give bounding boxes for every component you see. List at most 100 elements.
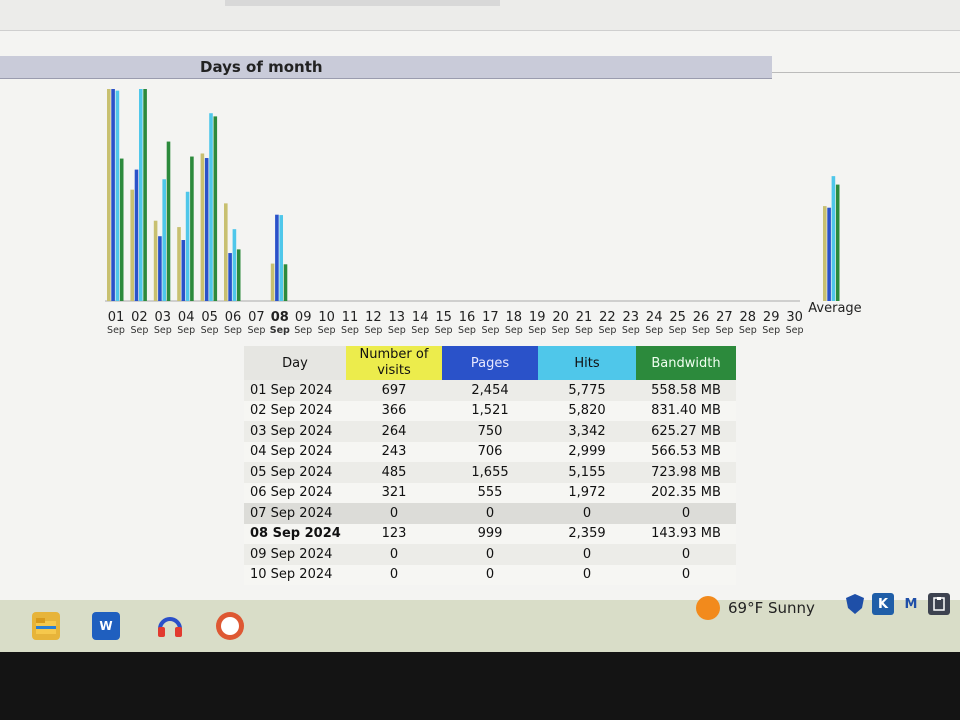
bar-08-number-of-visits bbox=[270, 263, 275, 301]
x-tick-label: 20 bbox=[552, 310, 569, 325]
x-tick-label: 23 bbox=[623, 310, 640, 325]
shield-icon[interactable] bbox=[844, 593, 866, 615]
weather-text: 69°F Sunny bbox=[728, 599, 815, 617]
x-tick-label: 06 bbox=[225, 310, 242, 325]
file-explorer-icon[interactable] bbox=[32, 612, 60, 640]
x-tick-label: 02 bbox=[131, 310, 148, 325]
cell-hits: 0 bbox=[538, 564, 636, 585]
bar-03-pages bbox=[158, 236, 162, 301]
x-tick-sublabel: Sep bbox=[107, 325, 125, 336]
header-bandwidth: Bandwidth bbox=[636, 346, 736, 380]
cell-visits: 0 bbox=[346, 544, 442, 565]
x-tick-sublabel: Sep bbox=[435, 325, 453, 336]
x-tick-label: 22 bbox=[599, 310, 616, 325]
duckduckgo-icon[interactable] bbox=[216, 612, 244, 640]
k-app-icon[interactable]: K bbox=[872, 593, 894, 615]
x-tick-sublabel: Sep bbox=[575, 325, 593, 336]
days-table: Day Number of visits Pages Hits Bandwidt… bbox=[244, 346, 736, 585]
x-tick-label: 16 bbox=[459, 310, 476, 325]
cell-visits: 485 bbox=[346, 462, 442, 483]
cell-day: 01 Sep 2024 bbox=[244, 380, 346, 401]
x-tick-sublabel: Sep bbox=[177, 325, 195, 336]
bar-01-hits bbox=[115, 90, 120, 301]
table-row: 08 Sep 2024 123 999 2,359 143.93 MB bbox=[244, 523, 736, 544]
cell-hits: 5,775 bbox=[538, 380, 636, 401]
x-tick-sublabel: Sep bbox=[154, 325, 172, 336]
bar-08-bandwidth bbox=[283, 264, 288, 301]
bar-08-hits bbox=[279, 215, 283, 301]
audio-app-icon[interactable] bbox=[156, 612, 184, 640]
x-tick-sublabel: Sep bbox=[692, 325, 710, 336]
cell-visits: 243 bbox=[346, 441, 442, 462]
bar-06-bandwidth bbox=[236, 249, 241, 301]
bar-03-number-of-visits bbox=[153, 220, 158, 301]
x-tick-label: 30 bbox=[786, 310, 803, 325]
cell-day: 03 Sep 2024 bbox=[244, 421, 346, 442]
cell-pages: 2,454 bbox=[442, 380, 538, 401]
cell-visits: 697 bbox=[346, 380, 442, 401]
x-tick-label: 21 bbox=[576, 310, 593, 325]
sun-icon bbox=[696, 596, 720, 620]
m-app-icon[interactable]: M bbox=[904, 596, 918, 612]
cell-day: 08 Sep 2024 bbox=[244, 523, 346, 544]
x-tick-label: 09 bbox=[295, 310, 312, 325]
bar-average-bandwidth bbox=[835, 184, 840, 301]
x-tick-label: 13 bbox=[389, 310, 406, 325]
bar-06-pages bbox=[228, 253, 232, 301]
x-tick-sublabel: Sep bbox=[458, 325, 476, 336]
x-tick-label: 27 bbox=[716, 310, 733, 325]
cell-day: 06 Sep 2024 bbox=[244, 482, 346, 503]
cell-visits: 321 bbox=[346, 482, 442, 503]
x-tick-sublabel: Sep bbox=[622, 325, 640, 336]
cell-visits: 0 bbox=[346, 503, 442, 524]
x-tick-sublabel: Sep bbox=[411, 325, 429, 336]
x-tick-sublabel: Sep bbox=[669, 325, 687, 336]
x-tick-label: 14 bbox=[412, 310, 429, 325]
weather-widget[interactable]: 69°F Sunny bbox=[696, 596, 815, 620]
bar-02-pages bbox=[134, 169, 139, 301]
bar-01-pages bbox=[111, 89, 115, 301]
section-header-bar bbox=[0, 56, 772, 79]
cell-visits: 123 bbox=[346, 523, 442, 544]
table-row: 06 Sep 2024 321 555 1,972 202.35 MB bbox=[244, 482, 736, 503]
cell-bandwidth: 723.98 MB bbox=[636, 462, 736, 483]
bar-average-pages bbox=[827, 207, 831, 301]
x-tick-label: 04 bbox=[178, 310, 195, 325]
x-tick-sublabel: Sep bbox=[294, 325, 312, 336]
cell-hits: 0 bbox=[538, 503, 636, 524]
cell-visits: 366 bbox=[346, 400, 442, 421]
header-day: Day bbox=[244, 346, 346, 380]
cell-day: 05 Sep 2024 bbox=[244, 462, 346, 483]
x-tick-sublabel: Sep bbox=[505, 325, 523, 336]
cell-pages: 750 bbox=[442, 421, 538, 442]
cell-pages: 0 bbox=[442, 503, 538, 524]
cell-bandwidth: 0 bbox=[636, 503, 736, 524]
cell-bandwidth: 143.93 MB bbox=[636, 523, 736, 544]
header-visits: Number of visits bbox=[346, 346, 442, 380]
cell-day: 10 Sep 2024 bbox=[244, 564, 346, 585]
x-tick-sublabel: Sep bbox=[318, 325, 336, 336]
x-tick-label: 12 bbox=[365, 310, 382, 325]
cell-visits: 0 bbox=[346, 564, 442, 585]
x-tick-label: 19 bbox=[529, 310, 546, 325]
table-row: 09 Sep 2024 0 0 0 0 bbox=[244, 544, 736, 565]
clipboard-icon[interactable] bbox=[928, 593, 950, 615]
cell-pages: 555 bbox=[442, 482, 538, 503]
x-tick-label: 01 bbox=[108, 310, 125, 325]
bar-04-pages bbox=[181, 240, 186, 301]
bar-03-hits bbox=[162, 179, 166, 301]
x-tick-label: 15 bbox=[435, 310, 452, 325]
x-tick-sublabel: Sep bbox=[762, 325, 780, 336]
cell-hits: 5,820 bbox=[538, 400, 636, 421]
cell-hits: 0 bbox=[538, 544, 636, 565]
x-tick-sublabel: Sep bbox=[247, 325, 265, 336]
x-tick-label: 24 bbox=[646, 310, 663, 325]
x-tick-sublabel: Sep bbox=[341, 325, 359, 336]
bar-01-bandwidth bbox=[119, 158, 124, 301]
cell-day: 04 Sep 2024 bbox=[244, 441, 346, 462]
x-tick-sublabel: Sep bbox=[786, 325, 804, 336]
x-tick-sublabel: Sep bbox=[598, 325, 616, 336]
section-title: Days of month bbox=[200, 58, 323, 76]
word-icon[interactable]: W bbox=[92, 612, 120, 640]
taskbar bbox=[0, 600, 960, 652]
